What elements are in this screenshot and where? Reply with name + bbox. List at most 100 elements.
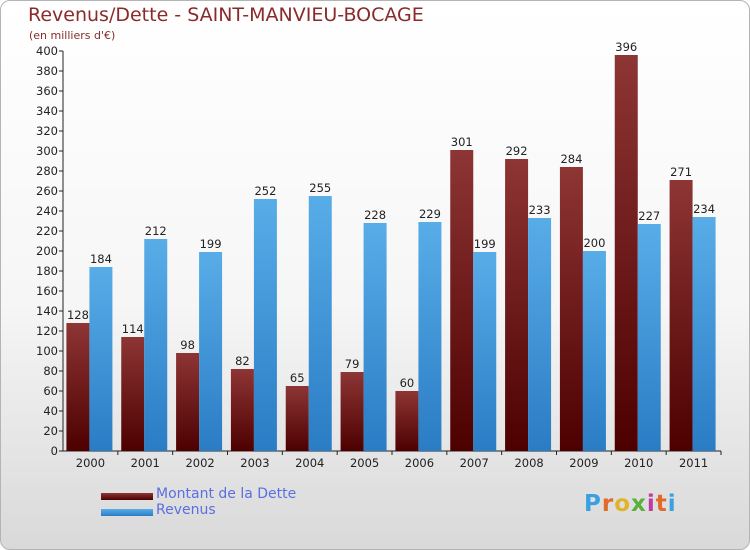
x-tick-label-2006: 2006 [405,456,434,470]
value-label-dette-2011: 271 [670,165,692,179]
chart-title: Revenus/Dette - SAINT-MANVIEU-BOCAGE [28,4,424,26]
x-tick-label-2009: 2009 [569,456,598,470]
bar-revenus-2002 [199,252,223,451]
y-tick-label: 320 [36,124,58,138]
y-tick-label: 220 [36,224,58,238]
x-tick-label-2007: 2007 [460,456,489,470]
logo-letter: i [667,491,677,517]
value-label-revenus-2010: 227 [638,209,660,223]
value-label-revenus-2006: 229 [419,207,441,221]
y-tick-label: 360 [36,84,58,98]
value-label-revenus-2001: 212 [145,224,167,238]
bar-dette-2007 [450,150,474,451]
value-label-revenus-2008: 233 [529,203,551,217]
x-tick-label-2003: 2003 [240,456,269,470]
logo-letter: P [584,491,602,517]
value-label-revenus-2007: 199 [474,237,496,251]
chart-subtitle: (en milliers d'€) [29,29,116,42]
logo-letter: t [655,491,668,517]
value-label-dette-2001: 114 [122,322,144,336]
value-label-revenus-2003: 252 [254,184,276,198]
y-tick-label: 20 [43,424,58,438]
x-tick-label-2004: 2004 [295,456,324,470]
bar-revenus-2011 [692,217,716,451]
y-tick-label: 260 [36,184,58,198]
x-tick-label-2002: 2002 [185,456,214,470]
bar-revenus-2003 [253,199,277,451]
y-tick-label: 240 [36,204,58,218]
logo-letter: i [646,491,656,517]
y-tick-label: 400 [36,44,58,58]
y-tick-label: 380 [36,64,58,78]
y-tick-label: 140 [36,304,58,318]
bar-revenus-2009 [582,251,606,451]
value-label-dette-2005: 79 [345,357,360,371]
bar-dette-2005 [340,372,364,451]
logo-letter: o [614,491,632,517]
value-label-revenus-2005: 228 [364,208,386,222]
value-label-dette-2000: 128 [67,308,89,322]
y-tick-label: 60 [43,384,58,398]
y-tick-label: 340 [36,104,58,118]
y-tick-label: 40 [43,404,58,418]
y-tick-label: 100 [36,344,58,358]
y-tick-label: 120 [36,324,58,338]
bar-dette-2001 [121,337,145,451]
value-label-dette-2010: 396 [615,40,637,54]
legend-label-dette: Montant de la Dette [156,486,297,502]
value-label-dette-2003: 82 [235,354,250,368]
bar-revenus-2005 [363,223,387,451]
logo-letter: x [631,491,647,517]
y-tick-label: 80 [43,364,58,378]
bar-dette-2008 [505,159,529,451]
value-label-revenus-2002: 199 [200,237,222,251]
value-label-dette-2007: 301 [451,135,473,149]
value-label-dette-2008: 292 [506,144,528,158]
bar-dette-2010 [614,55,638,451]
logo-letter: r [601,491,615,517]
bar-dette-2004 [285,386,309,451]
x-tick-label-2008: 2008 [514,456,543,470]
chart-axes: 0 20 40 60 80 100 120 140 160 180 200 220 240 260 280 3… [36,44,722,470]
bar-dette-2006 [395,391,419,451]
value-label-revenus-2011: 234 [693,202,715,216]
x-tick-label-2011: 2011 [679,456,708,470]
x-tick-label-2001: 2001 [131,456,160,470]
value-label-revenus-2009: 200 [583,236,605,250]
chart-value-labels: 128 184 114 212 98 199 82 252 65 255 79 228 60 229 301… [67,40,715,390]
bar-dette-2009 [559,167,583,451]
bar-dette-2011 [669,180,693,451]
chart-bars [66,55,716,451]
x-tick-label-2005: 2005 [350,456,379,470]
x-tick-label-2000: 2000 [76,456,105,470]
bar-revenus-2010 [637,224,661,451]
legend-swatch-revenus [101,509,153,516]
value-label-revenus-2004: 255 [309,181,331,195]
bar-revenus-2006 [418,222,442,451]
y-tick-label: 200 [36,244,58,258]
proxiti-logo: Proxiti [584,491,677,517]
x-tick-label-2010: 2010 [624,456,653,470]
legend-swatch-dette [101,493,153,500]
bar-revenus-2001 [144,239,168,451]
bar-revenus-2004 [308,196,332,451]
y-tick-label: 0 [51,444,58,458]
bar-revenus-2008 [528,218,552,451]
value-label-dette-2004: 65 [290,371,305,385]
bar-dette-2003 [230,369,254,451]
value-label-dette-2006: 60 [400,376,415,390]
legend-label-revenus: Revenus [156,502,216,518]
bar-revenus-2000 [89,267,113,451]
value-label-dette-2009: 284 [560,152,582,166]
bar-revenus-2007 [473,252,497,451]
bar-dette-2002 [176,353,200,451]
y-tick-label: 180 [36,264,58,278]
value-label-revenus-2000: 184 [90,252,112,266]
y-tick-label: 280 [36,164,58,178]
y-tick-label: 160 [36,284,58,298]
value-label-dette-2002: 98 [180,338,195,352]
bar-dette-2000 [66,323,90,451]
y-tick-label: 300 [36,144,58,158]
